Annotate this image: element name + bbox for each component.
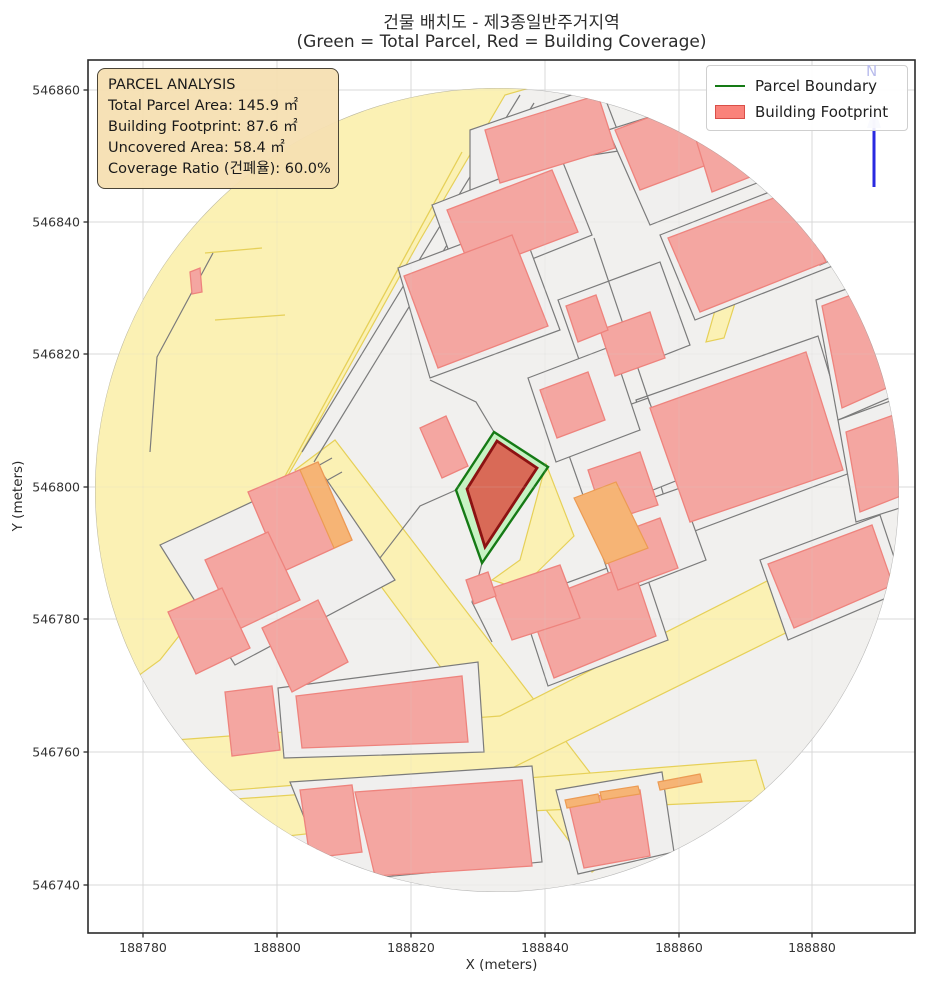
map-bld-polygon	[649, 351, 844, 523]
parcel-analysis-line: Building Footprint: 87.6 ㎡	[108, 119, 298, 135]
map-bld-polygon	[805, 155, 893, 256]
plot-border	[87, 59, 916, 934]
map-bld-polygon	[599, 311, 666, 377]
building-footprint-patch-swatch	[715, 105, 745, 119]
map-bld-polygon	[484, 94, 616, 184]
map-bld-polygon	[224, 685, 281, 757]
map-grayline-polygon	[379, 489, 457, 559]
map-roadline-polygon	[204, 247, 263, 254]
map-bldo-polygon	[599, 785, 641, 801]
map-bld-polygon	[295, 675, 469, 749]
y-axis-label: Y (meters)	[10, 460, 26, 532]
chart-subtitle: (Green = Total Parcel, Red = Building Co…	[296, 32, 707, 52]
map-bred-polygon	[465, 439, 539, 551]
map-bld-polygon	[419, 415, 469, 479]
legend-label: Parcel Boundary	[755, 77, 878, 95]
map-bldo-polygon	[657, 773, 703, 791]
map-bld-polygon	[167, 587, 251, 675]
x-tick-label: 188840	[521, 940, 569, 955]
north-arrow-label: N	[866, 62, 878, 80]
map-bld-polygon	[667, 189, 827, 313]
map-bld-polygon	[299, 784, 363, 859]
y-tick-label: 546740	[32, 877, 80, 893]
x-tick-label: 188880	[788, 940, 836, 955]
parcel-analysis-box: PARCEL ANALYSIS Total Parcel Area: 145.9…	[97, 68, 339, 189]
parcel-analysis-line: Coverage Ratio (건폐율): 60.0%	[108, 161, 331, 177]
map-bld-polygon	[446, 169, 579, 273]
map-bld-polygon	[539, 371, 606, 439]
map-bld-polygon	[465, 571, 497, 605]
map-bld-polygon	[565, 294, 609, 343]
x-tick-label: 188800	[253, 940, 301, 955]
y-tick-label: 546860	[32, 82, 80, 98]
parcel-analysis-line: Uncovered Area: 58.4 ㎡	[108, 140, 285, 156]
parcel-boundary-line-swatch	[715, 85, 745, 87]
map-bld-polygon	[354, 779, 533, 877]
chart-title: 건물 배치도 - 제3종일반주거지역	[383, 13, 620, 33]
legend-item-parcel-boundary: Parcel Boundary	[715, 73, 899, 99]
y-tick-label: 546800	[32, 479, 80, 495]
parcel-analysis-line: Total Parcel Area: 145.9 ㎡	[108, 98, 299, 114]
x-axis-label: X (meters)	[465, 957, 538, 973]
map-bld-polygon	[189, 267, 203, 295]
legend: Parcel Boundary Building Footprint	[706, 65, 908, 131]
map-bld-polygon	[261, 599, 349, 693]
map-roadline-polygon	[214, 314, 286, 321]
map-grayline-polygon	[593, 237, 651, 405]
y-tick-label: 546760	[32, 744, 80, 760]
y-tick-label: 546840	[32, 214, 80, 230]
map-bldo-polygon	[573, 481, 649, 565]
map-bld-polygon	[403, 234, 549, 369]
legend-label: Building Footprint	[755, 103, 889, 121]
y-tick-label: 546780	[32, 611, 80, 627]
x-tick-label: 188820	[387, 940, 435, 955]
map-grayline-polygon	[429, 379, 495, 433]
x-tick-label: 188780	[119, 940, 167, 955]
y-tick-label: 546820	[32, 346, 80, 362]
map-layers	[95, 88, 899, 892]
map-bldo-polygon	[299, 461, 353, 549]
x-tick-label: 188860	[655, 940, 703, 955]
map-bld-polygon	[491, 564, 581, 641]
legend-item-building-footprint: Building Footprint	[715, 99, 899, 125]
map-bldo-polygon	[564, 793, 601, 809]
map-roadline-polygon	[271, 151, 463, 501]
parcel-analysis-title: PARCEL ANALYSIS	[108, 77, 236, 93]
